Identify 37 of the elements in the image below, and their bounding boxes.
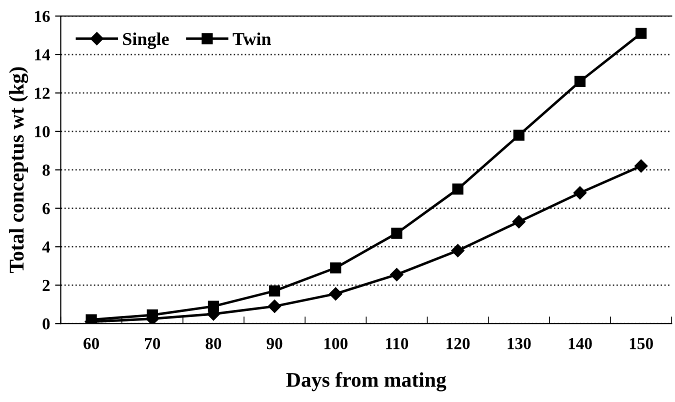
y-tick-label: 0 bbox=[42, 318, 50, 330]
y-tick-label: 16 bbox=[35, 10, 50, 22]
x-tick-label: 100 bbox=[324, 338, 348, 350]
y-tick-label: 8 bbox=[42, 164, 50, 176]
y-tick-label: 14 bbox=[35, 49, 50, 60]
point bbox=[573, 186, 587, 200]
point bbox=[390, 268, 404, 282]
x-tick-label: 110 bbox=[386, 338, 408, 350]
x-tick-label: 130 bbox=[508, 338, 531, 350]
y-axis-title: Total conceptus wt (kg) bbox=[9, 67, 28, 274]
x-tick-label: 80 bbox=[206, 338, 222, 350]
x-tick-label: 140 bbox=[568, 338, 592, 350]
point bbox=[513, 130, 524, 141]
x-tick-label: 90 bbox=[266, 338, 282, 350]
y-tick-label: 6 bbox=[42, 203, 50, 214]
point bbox=[452, 184, 464, 195]
legend-label: Twin bbox=[232, 32, 272, 46]
point bbox=[451, 244, 464, 258]
point bbox=[634, 159, 648, 173]
y-tick-label: 10 bbox=[35, 126, 50, 138]
legend-label: Single bbox=[123, 32, 169, 49]
point bbox=[329, 287, 342, 300]
point bbox=[269, 285, 280, 296]
point bbox=[636, 28, 647, 39]
x-tick-label: 70 bbox=[145, 338, 160, 350]
point bbox=[574, 76, 586, 87]
point bbox=[268, 300, 282, 313]
point bbox=[512, 215, 526, 228]
point bbox=[330, 262, 342, 274]
x-axis-title: Days from mating bbox=[286, 372, 446, 392]
y-tick-label: 2 bbox=[42, 280, 50, 291]
y-tick-label: 4 bbox=[42, 242, 50, 253]
point bbox=[391, 228, 402, 239]
x-tick-label: 120 bbox=[446, 338, 470, 350]
y-tick-label: 12 bbox=[35, 88, 50, 99]
x-tick-label: 60 bbox=[84, 338, 99, 350]
x-tick-label: 150 bbox=[630, 338, 653, 350]
